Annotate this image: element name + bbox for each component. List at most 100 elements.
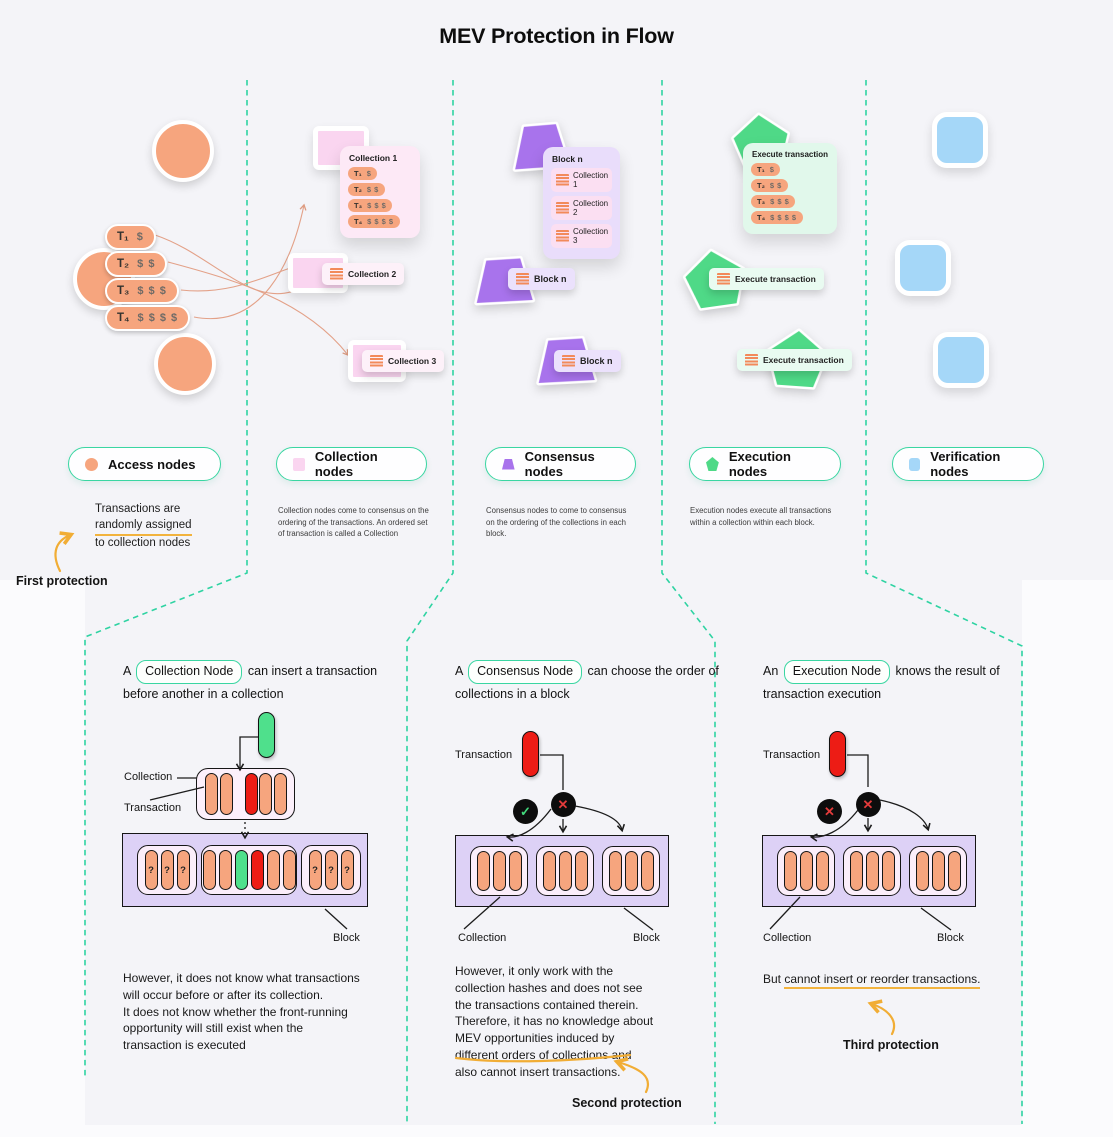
chip-label: Block n bbox=[580, 356, 613, 366]
legend-consensus-nodes: Consensus nodes bbox=[485, 447, 636, 481]
unknown-collection: ? ? ? bbox=[301, 845, 361, 895]
row-label: Collection 2 bbox=[573, 199, 609, 217]
consensus-node-icon bbox=[502, 458, 515, 470]
transaction-amount: $ $ bbox=[366, 185, 379, 194]
transaction-amount: $ $ bbox=[137, 258, 156, 270]
transaction-slot bbox=[799, 851, 813, 891]
transaction-slot bbox=[624, 851, 638, 891]
collection bbox=[843, 846, 901, 896]
description-line-underlined: randomly assigned bbox=[95, 518, 192, 537]
heading-prefix: A bbox=[455, 664, 463, 678]
collection-label: Collection bbox=[458, 932, 507, 944]
list-icon bbox=[745, 354, 758, 366]
transaction-slot bbox=[220, 772, 233, 815]
unknown-transaction: ? bbox=[324, 850, 338, 890]
collection-label: Collection bbox=[124, 771, 173, 783]
transaction-slot bbox=[815, 851, 829, 891]
mini-transaction-row: T₄ $ $ $ $ bbox=[751, 211, 803, 224]
unknown-collection: ? ? ? bbox=[137, 845, 197, 895]
list-icon bbox=[370, 355, 383, 367]
collection-1-card: Collection 1 T₁ $ T₂ $ $ T₃ $ $ $ T₄ $ $… bbox=[340, 146, 420, 238]
malicious-transaction-pill bbox=[522, 731, 539, 777]
execution-node-icon bbox=[706, 457, 719, 471]
heading-prefix: An bbox=[763, 664, 779, 678]
transaction-slot bbox=[947, 851, 961, 891]
unknown-transaction: ? bbox=[144, 850, 158, 890]
transaction-slot bbox=[574, 851, 588, 891]
transaction-amount: $ $ $ bbox=[137, 285, 167, 297]
block-label: Block bbox=[333, 932, 360, 944]
legend-label: Execution nodes bbox=[728, 449, 791, 479]
allowed-check-icon: ✓ bbox=[513, 799, 538, 824]
heading-prefix: A bbox=[123, 664, 131, 678]
transaction-amount: $ $ bbox=[769, 181, 782, 190]
block-diagram: ? ? ? ? ? ? bbox=[122, 833, 368, 907]
transaction-amount: $ bbox=[136, 231, 144, 243]
collection bbox=[909, 846, 967, 896]
transaction-id: T₃ bbox=[757, 197, 766, 206]
description-line: Transactions are bbox=[95, 503, 181, 515]
transaction-slot bbox=[508, 851, 522, 891]
collection-node-pill: Collection Node bbox=[136, 660, 243, 684]
description-line: to collection nodes bbox=[95, 537, 191, 550]
transaction-label: Transaction bbox=[455, 749, 513, 761]
transaction-slot bbox=[202, 850, 216, 890]
collection-node-icon bbox=[293, 457, 305, 471]
mini-transaction-row: T₄ $ $ $ $ bbox=[348, 215, 400, 228]
execute-transaction-chip: Execute transaction bbox=[709, 268, 824, 290]
transaction-id: T₂ bbox=[117, 258, 130, 270]
mini-transaction-row: T₂ $ $ bbox=[348, 183, 385, 196]
panel1-body: However, it does not know what transacti… bbox=[123, 971, 360, 1053]
transaction-amount: $ $ $ bbox=[367, 201, 387, 210]
transaction-slot bbox=[218, 850, 232, 890]
execute-transaction-card: Execute transaction T₁ $ T₂ $ $ T₃ $ $ $… bbox=[743, 143, 837, 234]
transaction-id: T₁ bbox=[757, 165, 765, 174]
transaction-pill-t2: T₂ $ $ bbox=[105, 251, 168, 277]
block-collection-row: Collection 1 bbox=[551, 168, 612, 192]
list-icon bbox=[556, 202, 569, 214]
legend-label: Consensus nodes bbox=[524, 449, 595, 479]
consensus-node-pill: Consensus Node bbox=[468, 660, 583, 684]
verification-node-square bbox=[932, 112, 988, 168]
mini-transaction-row: T₁ $ bbox=[751, 163, 781, 176]
block-diagram bbox=[455, 835, 669, 907]
third-protection-label: Third protection bbox=[843, 1038, 939, 1052]
mini-transaction-row: T₃ $ $ $ bbox=[348, 199, 393, 212]
panel2-heading: A Consensus Node can choose the order of… bbox=[455, 660, 755, 704]
row-label: Collection 3 bbox=[573, 227, 609, 245]
block-n-card: Block n Collection 1 Collection 2 Collec… bbox=[543, 147, 620, 259]
consensus-description: Consensus nodes to come to consensus on … bbox=[486, 506, 627, 539]
chip-label: Block n bbox=[534, 274, 567, 284]
verification-node-icon bbox=[909, 457, 921, 471]
transaction-slot bbox=[640, 851, 654, 891]
transaction-id: T₂ bbox=[354, 185, 362, 194]
mini-transaction-row: T₁ $ bbox=[348, 167, 378, 180]
transaction-slot bbox=[783, 851, 797, 891]
row-label: Collection 1 bbox=[573, 171, 609, 189]
execute-card-title: Execute transaction bbox=[752, 150, 829, 159]
block-collection-row: Collection 3 bbox=[551, 224, 612, 248]
collection-2-chip: Collection 2 bbox=[322, 263, 405, 285]
transaction-slot bbox=[282, 850, 296, 890]
transaction-id: T₄ bbox=[757, 213, 766, 222]
legend-access-nodes: Access nodes bbox=[68, 447, 221, 481]
block-diagram bbox=[762, 835, 976, 907]
verification-node-square bbox=[933, 332, 989, 388]
panel3-body: But cannot insert or reorder transaction… bbox=[763, 971, 981, 989]
transaction-id: T₃ bbox=[117, 285, 130, 297]
execution-description: Execution nodes execute all transactions… bbox=[690, 506, 832, 527]
access-node-icon bbox=[85, 457, 98, 471]
blocked-cross-icon: ✕ bbox=[855, 792, 881, 817]
chip-label: Execute transaction bbox=[763, 355, 844, 365]
transaction-slot bbox=[274, 772, 287, 815]
transaction-amount: $ $ $ $ bbox=[137, 312, 179, 324]
transaction-id: T₃ bbox=[354, 201, 363, 210]
collection-box bbox=[196, 768, 295, 820]
access-node-circle bbox=[154, 333, 216, 395]
second-protection-label: Second protection bbox=[572, 1096, 682, 1110]
front-running-transaction bbox=[250, 850, 264, 890]
transaction-slot bbox=[915, 851, 929, 891]
transaction-pill-t4: T₄ $ $ $ $ bbox=[105, 305, 191, 331]
body-underlined: cannot insert or reorder transactions. bbox=[784, 972, 981, 989]
mini-transaction-row: T₂ $ $ bbox=[751, 179, 788, 192]
